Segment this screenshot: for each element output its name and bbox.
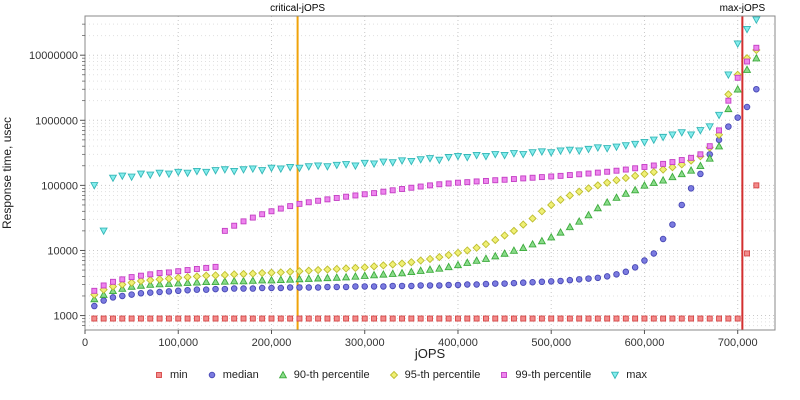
legend-label: max	[626, 369, 648, 381]
legend-label: median	[222, 369, 259, 381]
axis-tick-labels: 1000 10000 100000 1000000 10000000 0 100,000 20…	[29, 50, 758, 349]
circle-marker-icon	[208, 371, 215, 379]
square-marker-icon	[156, 372, 162, 378]
legend-item-min: min	[153, 369, 188, 381]
y-tick-label: 1000	[54, 311, 78, 323]
legend: min median 90-th percentile 95-th percentil…	[0, 369, 800, 381]
triangle-down-marker-icon	[611, 371, 620, 380]
legend-label: 90-th percentile	[293, 369, 370, 381]
legend-item-95-th-percentile: 95-th percentile	[388, 369, 481, 381]
x-tick-label: 500,000	[531, 337, 571, 349]
x-tick-label: 600,000	[625, 337, 665, 349]
legend-item-99-th-percentile: 99-th percentile	[498, 369, 591, 381]
legend-item-median: median	[206, 369, 259, 381]
plot-area: 1000 10000 100000 1000000 10000000 0 100,000 20…	[29, 3, 776, 349]
max-jOPS-label: max-jOPS	[720, 3, 766, 14]
x-tick-label: 300,000	[345, 337, 385, 349]
y-tick-label: 10000000	[29, 50, 78, 62]
x-tick-label: 100,000	[158, 337, 198, 349]
x-tick-label: 200,000	[252, 337, 292, 349]
triangle-up-marker-icon	[278, 370, 287, 379]
series-median	[91, 85, 760, 310]
x-tick-label: 700,000	[718, 337, 758, 349]
y-tick-label: 1000000	[35, 115, 78, 127]
x-tick-label: 0	[82, 337, 88, 349]
series-90-th-percentile	[90, 53, 761, 303]
x-axis-label: jOPS	[414, 346, 446, 361]
series-99-th-percentile	[91, 44, 760, 294]
diamond-marker-icon	[389, 370, 398, 380]
critical-jOPS-label: critical-jOPS	[270, 3, 325, 14]
legend-item-max: max	[609, 369, 647, 381]
series-max	[90, 16, 761, 236]
series-min	[91, 182, 760, 322]
x-tick-label: 400,000	[438, 337, 478, 349]
legend-label: 95-th percentile	[404, 369, 481, 381]
legend-item-90-th-percentile: 90-th percentile	[277, 369, 370, 381]
y-tick-label: 100000	[41, 180, 78, 192]
legend-label: 99-th percentile	[515, 369, 592, 381]
annotation-lines	[296, 16, 744, 330]
axis-ticks	[80, 23, 739, 334]
y-axis-label: Response time, usec	[0, 116, 14, 230]
y-tick-label: 10000	[47, 245, 78, 257]
legend-label: min	[169, 369, 188, 381]
plot-border	[84, 15, 776, 331]
square-marker-icon	[501, 372, 508, 378]
